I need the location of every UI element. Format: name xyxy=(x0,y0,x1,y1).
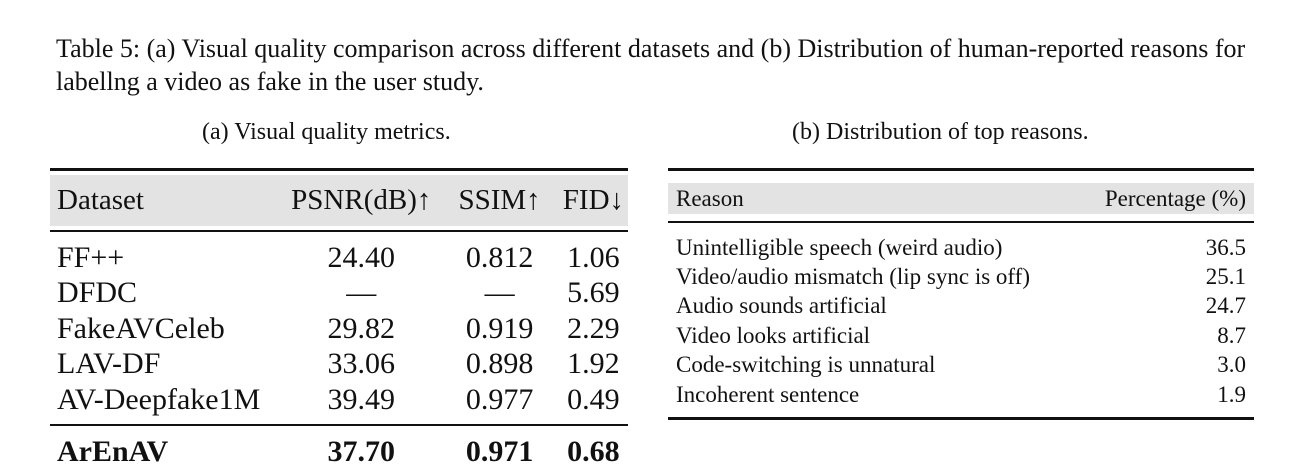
subcaption-a: (a) Visual quality metrics. xyxy=(202,119,451,145)
cell-ssim: 0.971 xyxy=(465,434,534,468)
table-row: Unintelligible speech (weird audio) 36.5 xyxy=(668,233,1254,262)
cell-dataset: FakeAVCeleb xyxy=(57,311,225,345)
cell-ssim: 0.977 xyxy=(465,382,534,416)
cell-reason: Video looks artificial xyxy=(676,322,871,348)
table-row: FakeAVCeleb 29.82 0.919 2.29 xyxy=(50,311,628,347)
highlight-row: ArEnAV 37.70 0.971 0.68 xyxy=(50,432,628,472)
visual-quality-table: Dataset PSNR(dB)↑ SSIM↑ FID↓ FF++ 24.40 … xyxy=(50,168,628,472)
cell-dataset: FF++ xyxy=(57,240,125,274)
cell-fid: 1.92 xyxy=(567,347,620,381)
cell-percentage: 36.5 xyxy=(1205,234,1246,260)
cell-psnr: 33.06 xyxy=(327,347,396,381)
cell-ssim: — xyxy=(484,276,515,310)
top-rule xyxy=(50,168,628,171)
header-rule xyxy=(50,230,628,232)
separator-rule xyxy=(50,423,628,426)
subcaption-b: (b) Distribution of top reasons. xyxy=(792,119,1089,145)
cell-psnr: 37.70 xyxy=(327,434,396,468)
header-psnr: PSNR(dB)↑ xyxy=(291,184,432,216)
cell-fid: 0.49 xyxy=(567,382,620,416)
top-rule xyxy=(668,168,1254,171)
cell-dataset: LAV-DF xyxy=(57,347,161,381)
header-dataset: Dataset xyxy=(57,184,144,216)
header-rule xyxy=(668,221,1254,223)
cell-psnr: 29.82 xyxy=(327,311,396,345)
table-row: LAV-DF 33.06 0.898 1.92 xyxy=(50,347,628,383)
bottom-rule xyxy=(668,417,1254,421)
cell-ssim: 0.919 xyxy=(465,311,534,345)
cell-reason: Audio sounds artificial xyxy=(676,293,887,319)
reasons-table: Reason Percentage (%) Unintelligible spe… xyxy=(668,168,1254,421)
table-row: AV-Deepfake1M 39.49 0.977 0.49 xyxy=(50,382,628,418)
cell-percentage: 3.0 xyxy=(1217,352,1246,378)
header-fid: FID↓ xyxy=(562,184,625,216)
table-row: FF++ 24.40 0.812 1.06 xyxy=(50,240,628,276)
cell-percentage: 25.1 xyxy=(1205,264,1246,290)
header-reason: Reason xyxy=(676,185,744,211)
cell-reason: Incoherent sentence xyxy=(676,381,860,407)
cell-dataset: ArEnAV xyxy=(57,434,169,468)
cell-fid: 2.29 xyxy=(567,311,620,345)
cell-reason: Unintelligible speech (weird audio) xyxy=(676,234,1003,260)
table-row: Video/audio mismatch (lip sync is off) 2… xyxy=(668,262,1254,291)
cell-fid: 5.69 xyxy=(567,276,620,310)
cell-psnr: 24.40 xyxy=(327,240,396,274)
cell-ssim: 0.898 xyxy=(465,347,534,381)
header-ssim: SSIM↑ xyxy=(458,184,541,216)
cell-psnr: — xyxy=(346,276,377,310)
cell-psnr: 39.49 xyxy=(327,382,396,416)
table-row: Video looks artificial 8.7 xyxy=(668,321,1254,350)
cell-reason: Video/audio mismatch (lip sync is off) xyxy=(676,264,1030,290)
cell-dataset: AV-Deepfake1M xyxy=(57,382,261,416)
table-row: Incoherent sentence 1.9 xyxy=(668,380,1254,409)
header-percentage: Percentage (%) xyxy=(1104,185,1246,211)
cell-dataset: DFDC xyxy=(57,276,138,310)
table-header-row: Reason Percentage (%) xyxy=(668,183,1254,214)
cell-ssim: 0.812 xyxy=(465,240,534,274)
cell-reason: Code-switching is unnatural xyxy=(676,352,936,378)
table-header-row: Dataset PSNR(dB)↑ SSIM↑ FID↓ xyxy=(50,175,628,226)
cell-percentage: 8.7 xyxy=(1217,322,1246,348)
table-row: Code-switching is unnatural 3.0 xyxy=(668,351,1254,380)
cell-percentage: 1.9 xyxy=(1217,381,1246,407)
cell-fid: 0.68 xyxy=(567,434,620,468)
cell-percentage: 24.7 xyxy=(1205,293,1246,319)
table-row: Audio sounds artificial 24.7 xyxy=(668,292,1254,321)
cell-fid: 1.06 xyxy=(567,240,620,274)
table-row: DFDC — — 5.69 xyxy=(50,276,628,312)
table-caption: Table 5: (a) Visual quality comparison a… xyxy=(56,34,1246,96)
